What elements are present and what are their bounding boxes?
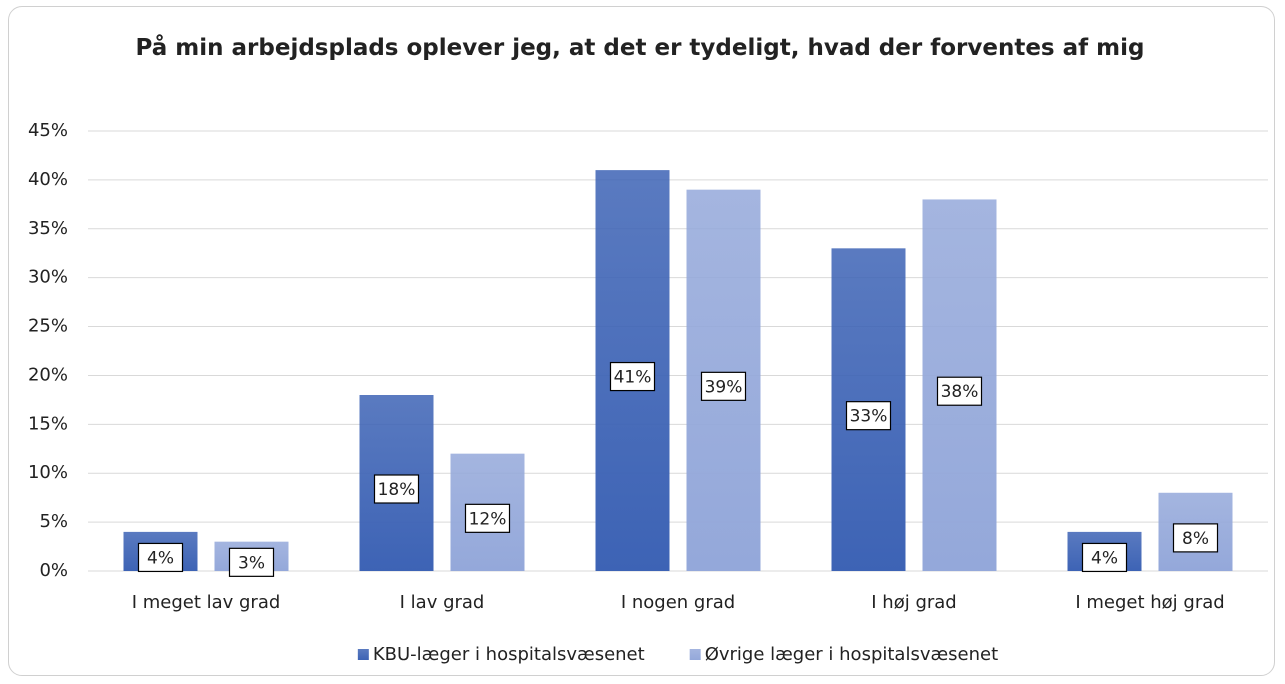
x-tick-label: I nogen grad: [621, 592, 735, 613]
value-label: 3%: [238, 553, 265, 573]
y-tick-label: 25%: [28, 316, 68, 337]
value-label: 41%: [614, 368, 652, 388]
x-tick-label: I høj grad: [871, 592, 956, 613]
y-tick-label: 35%: [28, 218, 68, 239]
value-label-box: [609, 361, 656, 392]
chart-title: På min arbejdsplads oplever jeg, at det …: [135, 35, 1145, 61]
value-label-box: [1081, 542, 1128, 573]
legend-swatch: [357, 649, 369, 660]
y-tick-label: 10%: [28, 462, 68, 483]
value-label: 33%: [850, 407, 888, 427]
value-label: 38%: [941, 382, 979, 402]
value-label: 39%: [705, 377, 743, 397]
x-tick-label: I meget lav grad: [132, 592, 281, 613]
value-label-box: [373, 474, 420, 504]
y-tick-label: 5%: [39, 511, 68, 532]
value-label: 4%: [1091, 548, 1118, 568]
y-tick-label: 30%: [28, 267, 68, 288]
value-label: 18%: [378, 480, 416, 500]
value-label: 4%: [147, 548, 174, 568]
x-tick-label: I lav grad: [400, 592, 485, 613]
value-label: 12%: [469, 509, 507, 529]
value-label-box: [464, 503, 511, 533]
value-label-box: [137, 542, 184, 573]
y-tick-label: 40%: [28, 169, 68, 190]
y-tick-label: 15%: [28, 413, 68, 434]
chart-frame: [8, 6, 1275, 676]
value-label: 8%: [1182, 529, 1209, 549]
value-label-box: [845, 401, 892, 431]
y-tick-label: 20%: [28, 364, 68, 385]
value-label-box: [1172, 523, 1219, 553]
value-label-box: [228, 547, 275, 577]
legend-swatch: [689, 649, 701, 660]
legend-label: Øvrige læger i hospitalsvæsenet: [705, 644, 998, 665]
value-label-box: [700, 371, 747, 401]
y-tick-label: 45%: [28, 120, 68, 141]
legend-label: KBU-læger i hospitalsvæsenet: [373, 644, 645, 665]
x-tick-label: I meget høj grad: [1075, 592, 1224, 613]
y-tick-label: 0%: [39, 560, 68, 581]
value-label-box: [936, 376, 983, 406]
